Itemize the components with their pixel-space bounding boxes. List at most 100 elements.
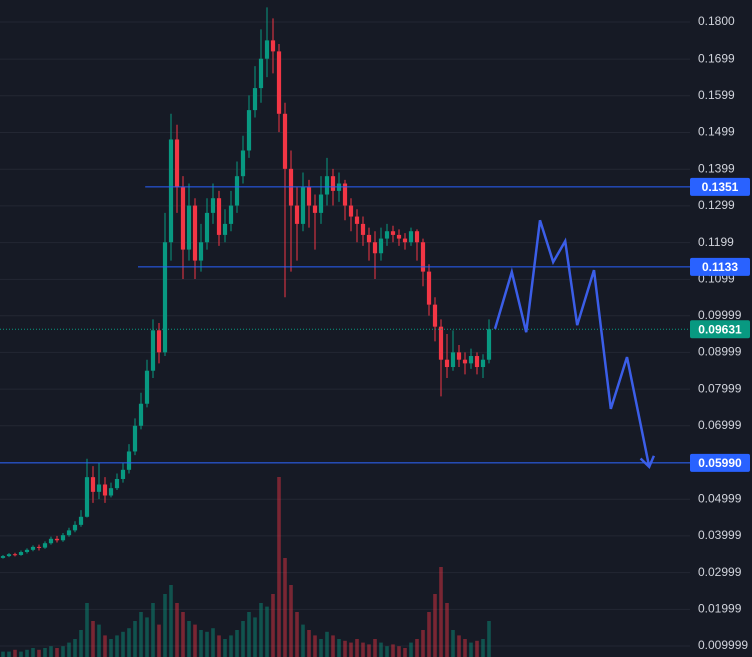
- volume-bar: [391, 644, 395, 657]
- candle-body: [84, 477, 90, 517]
- y-tick-label: 0.07999: [698, 381, 742, 395]
- volume-bar: [445, 603, 449, 657]
- y-tick-label: 0.1399: [698, 161, 735, 175]
- candle-body: [420, 242, 426, 272]
- volume-bar: [409, 642, 413, 657]
- candle-body: [462, 359, 468, 364]
- candle-body: [300, 187, 306, 224]
- volume-bar: [271, 594, 275, 657]
- volume-bar: [289, 585, 293, 657]
- price-label: 0.05990: [698, 456, 742, 470]
- volume-bar: [223, 639, 227, 657]
- projection-line: [493, 219, 651, 468]
- volume-bar: [79, 630, 83, 657]
- candle-body: [282, 113, 288, 169]
- candle-body: [456, 352, 462, 360]
- candle-body: [96, 484, 102, 492]
- y-tick-label: 0.1800: [698, 14, 735, 28]
- candle-body: [12, 554, 18, 556]
- candle-body: [414, 231, 420, 243]
- volume-bar: [199, 630, 203, 657]
- candle-body: [318, 194, 324, 213]
- volume-bar: [139, 612, 143, 657]
- volume-bar: [211, 628, 215, 657]
- volume-bar: [337, 639, 341, 657]
- volume-bar: [415, 639, 419, 657]
- candle-body: [48, 538, 54, 544]
- candle-body: [60, 535, 66, 541]
- volume-bar: [319, 639, 323, 657]
- volume-bar: [37, 649, 41, 657]
- candle-body: [378, 238, 384, 254]
- volume-bar: [439, 567, 443, 657]
- volume-bar: [325, 631, 329, 657]
- candle-body: [162, 242, 168, 353]
- price-label-box: [690, 320, 750, 339]
- candle-body: [90, 477, 96, 492]
- candle-body: [108, 488, 114, 496]
- candle-body: [294, 205, 300, 224]
- candle-body: [66, 530, 72, 536]
- candle-body: [0, 556, 6, 558]
- volume-bar: [457, 635, 461, 657]
- candle-body: [438, 326, 444, 360]
- volume-bar: [73, 639, 77, 657]
- candle-body: [474, 356, 480, 368]
- candle-body: [432, 304, 438, 327]
- projection-arrowhead: [639, 455, 656, 470]
- volume-bar: [433, 594, 437, 657]
- candle-body: [450, 352, 456, 368]
- candle-body: [390, 231, 396, 235]
- volume-bar: [181, 612, 185, 657]
- candle-body: [210, 198, 216, 213]
- volume-bar: [373, 639, 377, 657]
- volume-bar: [265, 606, 269, 657]
- candle-body: [252, 88, 258, 111]
- candle-body: [216, 198, 222, 235]
- candle-body: [6, 554, 12, 557]
- candle-body: [168, 139, 174, 243]
- price-label-box: [690, 257, 750, 276]
- volume-bar: [49, 646, 53, 657]
- y-tick-label: 0.1499: [698, 125, 735, 139]
- volume-bar: [385, 646, 389, 657]
- volume-layer: [1, 477, 491, 657]
- candle-body: [468, 356, 474, 364]
- y-tick-label: 0.1299: [698, 198, 735, 212]
- candle-body: [30, 546, 36, 550]
- volume-bar: [133, 621, 137, 657]
- candle-body: [360, 223, 366, 235]
- volume-bar: [97, 624, 101, 657]
- candle-body: [150, 330, 156, 371]
- candle-body: [444, 359, 450, 368]
- y-tick-label: 0.02999: [698, 565, 742, 579]
- candle-body: [396, 234, 402, 239]
- candle-body: [126, 451, 132, 470]
- volume-bar: [301, 624, 305, 657]
- candle-body: [312, 205, 318, 213]
- volume-bar: [379, 642, 383, 657]
- price-label-box: [690, 453, 750, 472]
- candle-body: [156, 330, 162, 353]
- volume-bar: [247, 612, 251, 657]
- volume-bar: [115, 635, 119, 657]
- candle-body: [72, 524, 78, 531]
- candle-body: [222, 223, 228, 235]
- candle-body: [204, 212, 210, 243]
- volume-bar: [331, 635, 335, 657]
- candle-body: [264, 40, 270, 59]
- volume-bar: [481, 639, 485, 657]
- candles: [0, 7, 492, 559]
- volume-bar: [295, 612, 299, 657]
- volume-bar: [205, 631, 209, 657]
- volume-bar: [403, 648, 407, 657]
- candle-body: [180, 187, 186, 250]
- volume-bar: [487, 621, 491, 657]
- volume-bar: [55, 648, 59, 657]
- candle-body: [114, 478, 120, 489]
- volume-bar: [343, 640, 347, 657]
- candle-body: [372, 242, 378, 254]
- y-tick-label: 0.06999: [698, 418, 742, 432]
- volume-bar: [397, 646, 401, 657]
